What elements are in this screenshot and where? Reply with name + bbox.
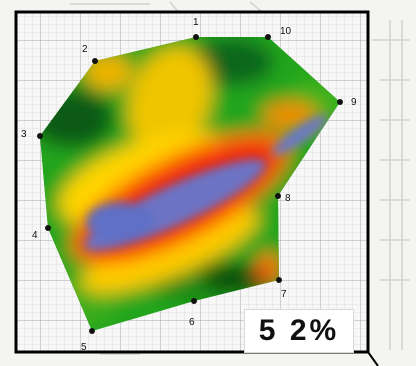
point-marker-5 [89, 328, 95, 334]
point-label-5: 5 [81, 342, 87, 353]
point-label-3: 3 [21, 129, 27, 140]
point-marker-7 [276, 277, 282, 283]
point-marker-10 [265, 34, 271, 40]
point-label-7: 7 [281, 289, 287, 300]
point-label-8: 8 [285, 193, 291, 204]
percentage-label: 5 2% [258, 314, 340, 347]
point-label-2: 2 [82, 44, 88, 55]
point-marker-4 [45, 225, 51, 231]
point-marker-9 [337, 99, 343, 105]
frame-outline [14, 10, 379, 366]
point-marker-6 [191, 298, 197, 304]
sample-points [37, 34, 343, 334]
point-label-4: 4 [32, 230, 38, 241]
percentage-box: 5 2% [244, 309, 354, 353]
point-label-10: 10 [280, 26, 292, 37]
point-label-9: 9 [351, 97, 357, 108]
point-marker-8 [275, 193, 281, 199]
point-marker-2 [92, 58, 98, 64]
point-marker-1 [193, 34, 199, 40]
point-label-1: 1 [193, 17, 199, 28]
point-label-6: 6 [189, 317, 195, 328]
point-marker-3 [37, 133, 43, 139]
